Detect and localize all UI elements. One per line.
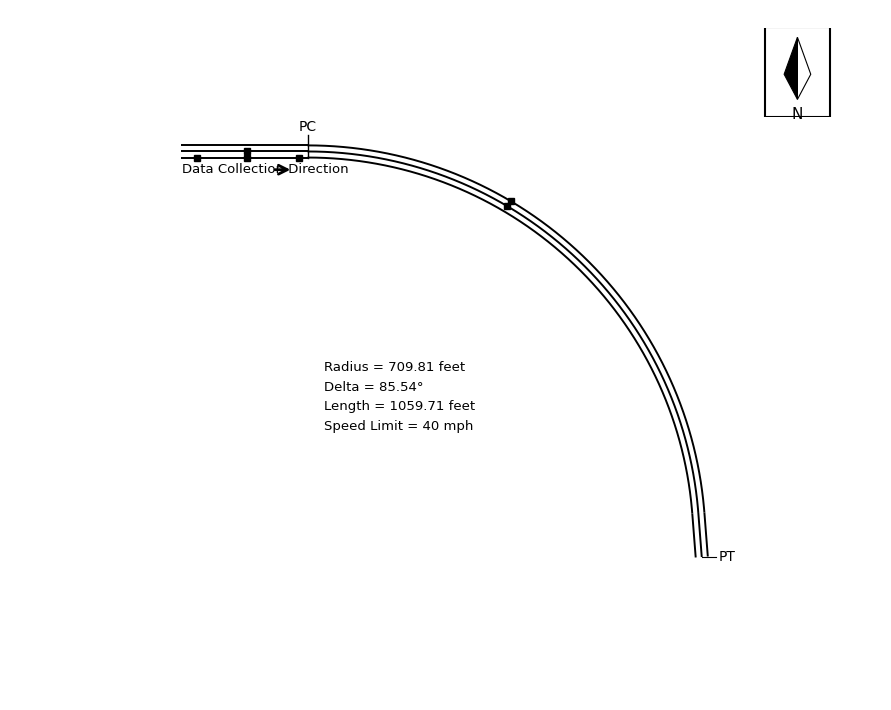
Polygon shape bbox=[784, 37, 797, 99]
Text: Radius = 709.81 feet
Delta = 85.54°
Length = 1059.71 feet
Speed Limit = 40 mph: Radius = 709.81 feet Delta = 85.54° Leng… bbox=[324, 361, 475, 433]
Text: Data Collection Direction: Data Collection Direction bbox=[182, 163, 348, 176]
Text: PC: PC bbox=[298, 121, 316, 134]
Polygon shape bbox=[797, 37, 811, 99]
Text: PT: PT bbox=[718, 550, 735, 564]
Text: N: N bbox=[792, 106, 803, 122]
